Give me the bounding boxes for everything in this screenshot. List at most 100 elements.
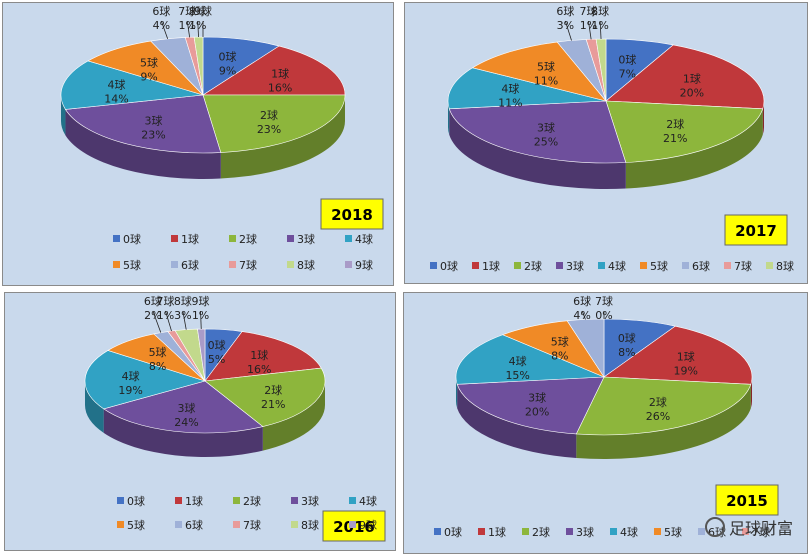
legend-entry: 0球	[440, 259, 458, 273]
slice-value-label: 8%	[149, 360, 166, 373]
legend: 0球 1球 2球 3球 4球 5球 6球 7球 8球 9球	[117, 494, 377, 532]
pie-slice-5球	[471, 41, 607, 102]
leader-line-6球	[160, 20, 169, 39]
slice-category-label: 8球	[591, 4, 609, 18]
slice-value-label: 19%	[118, 384, 142, 397]
legend-entry: 5球	[123, 258, 141, 272]
slice-category-label: 1球	[677, 350, 695, 364]
leader-line-6球	[581, 310, 586, 320]
legend-swatch	[291, 497, 298, 504]
pie-slice-4球	[455, 334, 605, 385]
slice-value-label: 1%	[591, 19, 608, 32]
leader-line-6球	[152, 310, 162, 333]
slice-value-label: 4%	[573, 309, 590, 322]
legend-entry: 3球	[576, 525, 594, 539]
slice-value-label: 9%	[219, 64, 236, 77]
legend-swatch	[175, 497, 182, 504]
leader-line-8球	[182, 310, 187, 330]
legend-swatch	[171, 261, 178, 268]
pie-side-4球	[448, 101, 450, 135]
pie-slice-2球	[202, 94, 346, 153]
year-label: 2017	[735, 222, 777, 240]
legend: 0球 1球 2球 3球 4球 5球 6球 7球 8球	[430, 259, 794, 273]
slice-category-label: 9球	[192, 294, 210, 308]
slice-category-label: 7球	[178, 4, 196, 18]
slice-category-label: 8球	[189, 4, 207, 18]
legend-swatch	[640, 262, 647, 269]
legend-swatch	[556, 262, 563, 269]
legend-entry: 6球	[692, 259, 710, 273]
legend-entry: 4球	[608, 259, 626, 273]
legend: 0球 1球 2球 3球 4球 5球 6球 7球	[434, 525, 770, 539]
leader-line-6球	[564, 20, 572, 41]
year-badge-bg	[320, 198, 384, 230]
pie-chart-2015: 0球8% 1球19%2球26%3球20%4球15%5球8%6球4%7球0%2015…	[434, 294, 779, 539]
slice-value-label: 9%	[140, 71, 157, 84]
legend-swatch	[113, 235, 120, 242]
pie-labels: 0球9% 1球16%2球23%3球23%4球14%5球9%6球4%7球1%8球1%…	[104, 4, 292, 142]
leader-line-8球	[197, 20, 199, 38]
chart-panel-2018: 0球 9% 1球 16% 2球 23% 3球 23% 4球 14% 5球 9% 6球 4% 7球 1% 8球 1%…	[2, 2, 394, 286]
slice-category-label: 4球	[122, 369, 140, 383]
slice-category-label: 0球	[618, 52, 636, 66]
legend-swatch	[742, 528, 749, 535]
leader-line-7球	[186, 20, 191, 38]
pie-slice-2球	[575, 376, 752, 436]
slice-category-label: 6球	[573, 294, 591, 308]
slice-category-label: 5球	[149, 345, 167, 359]
leader-line-7球	[165, 310, 172, 332]
slice-value-label: 7%	[619, 67, 636, 80]
pie-slices	[455, 318, 753, 436]
slice-value-label: 8%	[551, 349, 568, 362]
legend-entry: 7球	[243, 518, 261, 532]
pie-labels: 0球7% 1球20%2球21%3球25%4球11%5球11%6球3%7球1%8球1…	[498, 4, 704, 148]
slice-value-label: 1%	[157, 309, 174, 322]
slice-category-label: 3球	[537, 120, 555, 134]
pie-slice-3球	[456, 376, 605, 435]
year-label: 2018	[331, 206, 373, 224]
slice-value-label: 20%	[525, 406, 549, 419]
slice-value-label: 8%	[618, 346, 635, 359]
legend-swatch	[113, 261, 120, 268]
legend-swatch	[345, 261, 352, 268]
slice-category-label: 1球	[271, 67, 289, 81]
legend-swatch	[682, 262, 689, 269]
legend-swatch	[287, 261, 294, 268]
slice-category-label: 5球	[537, 60, 555, 74]
chart-panel-2017: 0球 7% 1球 20% 2球 21% 3球 25% 4球 11% 5球 11% 6球 3% 7球 1% 8球 1…	[404, 2, 808, 284]
watermark: 足球财富	[704, 515, 793, 539]
chart-panel-2016: 0球 5% 1球 16% 2球 21% 3球 24% 4球 19% 5球 8% 6球 2% 7球 1% 8球 3%…	[4, 292, 396, 551]
slice-category-label: 9球	[194, 4, 212, 18]
slice-category-label: 6球	[144, 294, 162, 308]
legend-entry: 0球	[444, 525, 462, 539]
pie-slice-0球	[202, 36, 280, 96]
slice-value-label: 20%	[680, 86, 704, 99]
pie-labels: 0球5% 1球16%2球21%3球24%4球19%5球8%6球2%7球1%8球3%…	[118, 294, 285, 429]
slice-category-label: 6球	[556, 4, 574, 18]
pie-side-3球	[449, 108, 626, 189]
slice-value-label: 11%	[498, 97, 522, 110]
slice-category-label: 0球	[618, 331, 636, 345]
legend-swatch	[233, 521, 240, 528]
pie-side-1球	[762, 101, 764, 135]
pie-side-4球	[61, 95, 66, 136]
slice-category-label: 0球	[208, 338, 226, 352]
year-label: 2015	[726, 492, 768, 510]
slice-category-label: 3球	[145, 114, 163, 128]
slice-category-label: 8球	[174, 294, 192, 308]
pie-side-2球	[262, 381, 325, 451]
slice-value-label: 3%	[557, 19, 574, 32]
pie-sides	[61, 95, 345, 179]
legend-swatch	[522, 528, 529, 535]
pie-slice-2球	[204, 367, 326, 427]
legend-entry: 8球	[297, 258, 315, 272]
slice-value-label: 1%	[179, 19, 196, 32]
legend-entry: 2球	[239, 232, 257, 246]
slice-value-label: 26%	[646, 410, 670, 423]
wechat-icon	[704, 517, 725, 537]
legend-entry: 0球	[127, 494, 145, 508]
slice-value-label: 1%	[192, 309, 209, 322]
legend-entry: 6球	[181, 258, 199, 272]
pie-side-3球	[103, 408, 263, 457]
legend-swatch	[349, 521, 356, 528]
